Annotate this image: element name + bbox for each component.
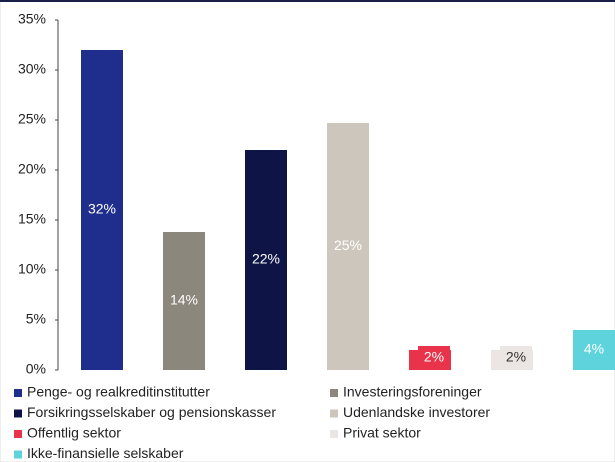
y-tick-label: 0% — [26, 361, 46, 377]
y-tick-label: 10% — [18, 261, 46, 277]
y-tick-label: 15% — [18, 211, 46, 227]
legend-swatch — [330, 430, 338, 438]
label-box — [500, 346, 532, 370]
data-label: 22% — [252, 251, 280, 267]
data-label: 4% — [584, 341, 604, 357]
y-tick-label: 25% — [18, 111, 46, 127]
data-label: 25% — [334, 237, 362, 253]
y-tick-label: 30% — [18, 61, 46, 77]
legend-label: Ikke-finansielle selskaber — [27, 445, 184, 461]
bar — [573, 330, 615, 370]
bar — [163, 232, 205, 370]
legend-label: Privat sektor — [343, 425, 421, 441]
legend-swatch — [330, 409, 338, 418]
data-label: 32% — [88, 201, 116, 217]
y-tick-label: 5% — [26, 311, 46, 327]
bar — [81, 50, 123, 370]
y-tick-label: 35% — [18, 11, 46, 27]
legend-swatch — [14, 409, 22, 418]
bar — [245, 150, 287, 370]
data-label: 2% — [506, 349, 526, 365]
data-label: 2% — [424, 349, 444, 365]
legend-label: Udenlandske investorer — [343, 404, 490, 420]
legend-label: Penge- og realkreditinstitutter — [27, 384, 210, 400]
legend-swatch — [14, 389, 22, 397]
legend-swatch — [14, 450, 22, 459]
y-tick-label: 20% — [18, 161, 46, 177]
data-label: 14% — [170, 292, 198, 308]
legend-label: Investeringsforeninger — [343, 384, 482, 400]
legend-swatch — [330, 389, 338, 397]
legend-label: Offentlig sektor — [27, 425, 121, 441]
legend-swatch — [14, 430, 22, 438]
legend-label: Forsikringsselskaber og pensionskasser — [27, 404, 276, 420]
bar — [327, 123, 369, 370]
label-box — [418, 346, 450, 370]
